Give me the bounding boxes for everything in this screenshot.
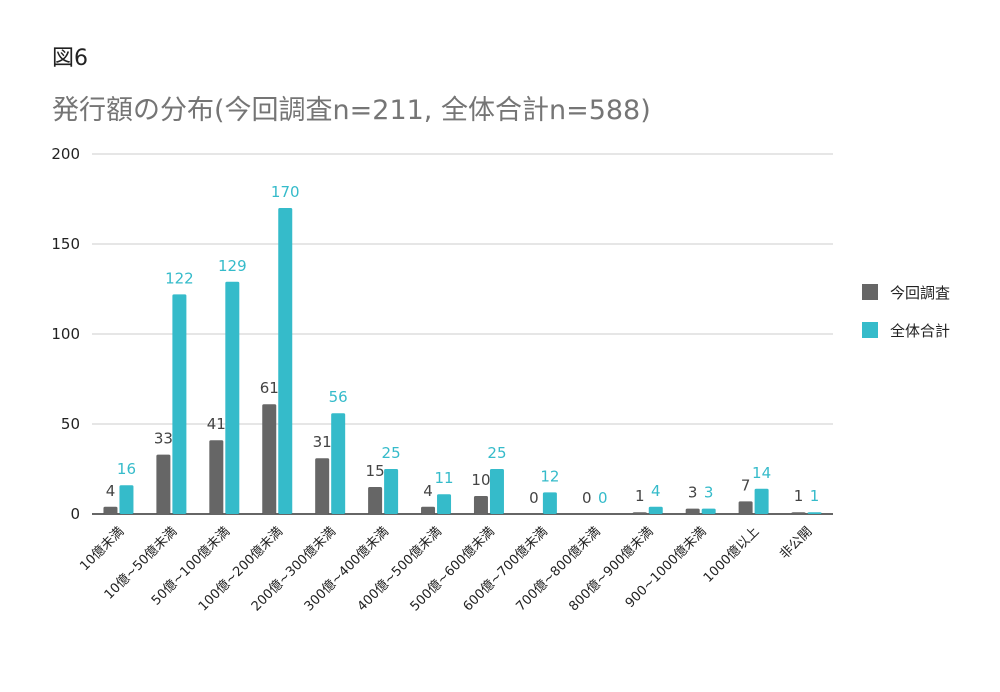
bar-s2-2 [225,281,240,514]
data-label-s1-13: 1 [794,487,804,505]
bar-s1-4 [315,458,330,514]
figure-label: 図6 [52,46,88,71]
y-tick-label-0: 0 [70,505,80,523]
data-label-s2-11: 3 [704,484,714,502]
x-tick-label-12: 1000億以上 [700,524,762,586]
legend-label-series-2: 全体合計 [890,321,951,340]
data-label-s1-9: 0 [582,489,592,507]
data-label-s2-0: 16 [117,460,136,478]
data-label-s2-9: 0 [598,489,608,507]
data-label-s2-8: 12 [540,467,559,485]
bar-s2-11 [701,508,716,514]
data-label-s1-4: 31 [313,433,332,451]
data-label-s2-12: 14 [752,464,771,482]
y-tick-label-1: 50 [61,415,80,433]
data-label-s1-2: 41 [207,415,226,433]
data-label-s2-10: 4 [651,482,661,500]
bar-s2-12 [754,488,769,514]
data-label-s1-8: 0 [529,489,539,507]
data-label-s1-12: 7 [741,476,751,494]
bar-s1-13 [791,512,806,514]
bar-s1-1 [156,454,171,514]
data-label-s2-5: 25 [382,444,401,462]
legend-item-series-1: 今回調査 [862,282,950,302]
data-label-s2-3: 170 [271,183,300,201]
y-tick-label-3: 150 [51,235,80,253]
data-label-s1-5: 15 [366,462,385,480]
data-label-s2-2: 129 [218,257,247,275]
data-label-s1-1: 33 [154,430,173,448]
data-label-s2-7: 25 [487,444,506,462]
y-tick-label-2: 100 [51,325,80,343]
bar-s2-13 [807,512,822,514]
legend-item-series-2: 全体合計 [862,320,950,340]
x-tick-label-0: 10億未満 [77,524,128,575]
data-label-s1-10: 1 [635,487,645,505]
data-label-s2-6: 11 [434,469,453,487]
data-label-s1-11: 3 [688,484,698,502]
data-label-s1-0: 4 [106,482,116,500]
legend-swatch-series-2 [862,322,878,338]
bar-s1-5 [368,487,383,514]
legend-label-series-1: 今回調査 [890,283,951,302]
bar-s2-4 [331,413,346,514]
chart-legend: 今回調査 全体合計 [862,282,950,358]
data-label-s1-6: 4 [423,482,433,500]
y-tick-label-4: 200 [51,145,80,163]
data-label-s1-7: 10 [471,471,490,489]
bar-s2-8 [542,492,557,514]
bar-s1-7 [473,496,488,514]
bar-s2-0 [119,485,134,514]
bar-s1-2 [209,440,224,514]
bar-s1-3 [262,404,277,514]
x-tick-label-13: 非公開 [777,524,815,562]
data-label-s2-1: 122 [165,269,194,287]
bar-s1-6 [421,506,436,514]
bar-s1-0 [103,506,118,514]
data-label-s1-3: 61 [260,379,279,397]
legend-swatch-series-1 [862,284,878,300]
bar-s2-1 [172,294,187,514]
data-label-s2-4: 56 [329,388,348,406]
chart-title: 発行額の分布(今回調査n=211, 全体合計n=588) [52,95,651,126]
bar-s1-12 [738,501,753,514]
bar-s2-3 [278,208,293,514]
bar-s2-6 [437,494,452,514]
data-label-s2-13: 1 [810,487,820,505]
bar-s1-10 [632,512,647,514]
bar-s2-10 [648,506,663,514]
bar-s2-7 [489,469,504,514]
bar-s1-11 [685,508,700,514]
bar-s2-5 [384,469,399,514]
